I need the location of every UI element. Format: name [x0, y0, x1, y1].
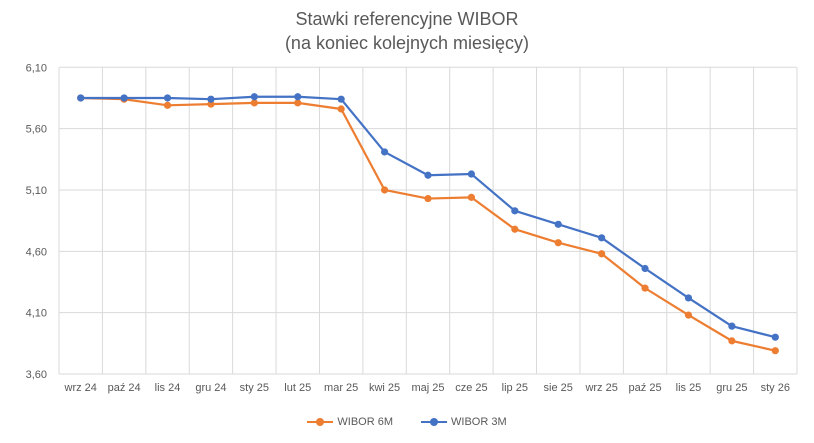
data-point — [337, 105, 345, 113]
y-tick-label: 4,60 — [26, 246, 47, 258]
x-tick-label: lis 25 — [676, 382, 702, 394]
x-tick-label: wrz 25 — [584, 382, 617, 394]
data-point — [641, 284, 649, 292]
legend: WIBOR 6M WIBOR 3M — [0, 416, 814, 428]
y-tick-label: 4,10 — [26, 308, 47, 320]
data-point — [207, 95, 215, 103]
x-tick-label: lut 25 — [284, 382, 311, 394]
x-tick-label: sty 25 — [240, 382, 269, 394]
data-point — [511, 207, 519, 215]
data-point — [771, 347, 779, 355]
data-point — [163, 101, 172, 109]
x-tick-label: paź 25 — [629, 382, 662, 394]
x-tick-label: paź 24 — [108, 382, 141, 394]
data-point — [163, 94, 172, 102]
series-line-3m — [80, 95, 776, 339]
data-point — [598, 250, 606, 258]
data-point — [380, 148, 389, 156]
x-tick-label: gru 25 — [716, 382, 747, 394]
legend-label: WIBOR 6M — [337, 416, 393, 428]
data-point — [380, 186, 389, 194]
data-point — [424, 171, 432, 179]
x-tick-label: gru 24 — [195, 382, 226, 394]
data-point — [337, 95, 345, 103]
data-point — [250, 93, 258, 101]
data-point — [294, 99, 302, 107]
data-point — [294, 93, 302, 101]
data-point — [77, 94, 85, 102]
legend-swatch-3m — [421, 417, 447, 427]
data-point — [424, 194, 432, 203]
legend-item-3m: WIBOR 3M — [421, 416, 507, 428]
data-point — [684, 294, 693, 302]
data-point — [554, 239, 562, 247]
x-tick-label: maj 25 — [411, 382, 444, 394]
data-point — [467, 170, 476, 178]
y-tick-label: 3,60 — [26, 369, 47, 381]
y-tick-label: 5,10 — [26, 185, 47, 197]
x-tick-label: sty 26 — [761, 382, 790, 394]
data-point — [684, 311, 693, 319]
y-tick-label: 5,60 — [26, 124, 47, 136]
data-point — [554, 220, 562, 228]
x-tick-label: cze 25 — [455, 382, 487, 394]
chart-subtitle: (na koniec kolejnych miesięcy) — [284, 33, 530, 53]
x-tick-label: lis 24 — [155, 382, 181, 394]
x-tick-label: lip 25 — [502, 382, 528, 394]
x-tick-label: sie 25 — [544, 382, 573, 394]
legend-item-6m: WIBOR 6M — [307, 416, 393, 428]
data-point — [728, 337, 736, 345]
x-tick-label: wrz 24 — [64, 382, 97, 394]
x-tick-label: kwi 25 — [369, 382, 400, 394]
data-point — [598, 234, 606, 242]
legend-swatch-6m — [307, 417, 334, 427]
y-tick-label: 6,10 — [26, 62, 47, 74]
legend-label: WIBOR 3M — [451, 416, 507, 428]
data-point — [250, 99, 258, 107]
data-point — [511, 225, 519, 233]
data-point — [467, 193, 476, 201]
data-point — [641, 264, 649, 273]
data-point — [771, 333, 779, 341]
x-tick-label: mar 25 — [324, 382, 358, 394]
data-point — [120, 94, 128, 102]
chart-title: Stawki referencyjne WIBOR — [295, 9, 519, 29]
data-point — [728, 322, 736, 330]
